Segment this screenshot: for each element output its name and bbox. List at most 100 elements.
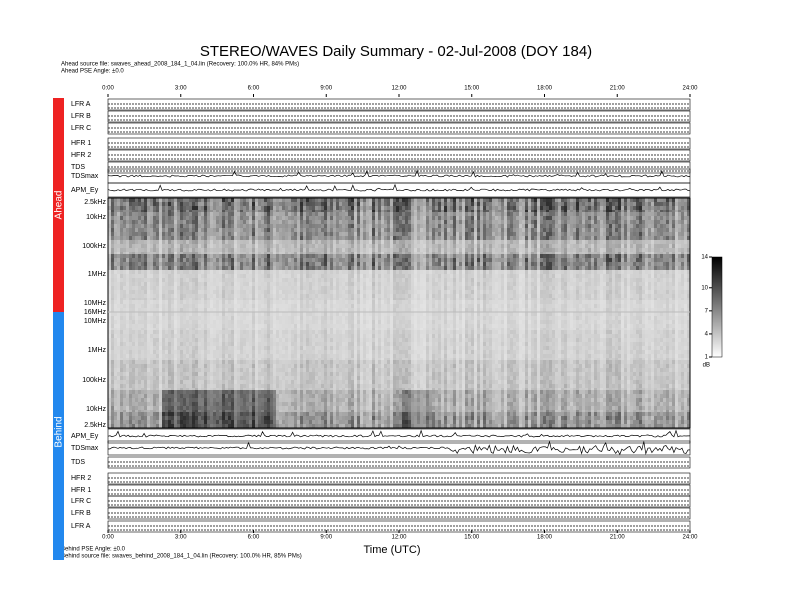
spectrogram-cell xyxy=(366,232,370,236)
spectrogram-cell xyxy=(246,258,250,262)
chart-title: STEREO/WAVES Daily Summary - 02-Jul-2008… xyxy=(200,43,592,60)
spectrogram-cell xyxy=(237,248,241,252)
spectrogram-cell xyxy=(399,274,403,278)
spectrogram-cell xyxy=(654,198,658,202)
spectrogram-cell xyxy=(177,240,181,244)
spectrogram-cell xyxy=(318,282,322,286)
spectrogram-cell xyxy=(486,198,490,202)
spectrogram-cell xyxy=(333,240,337,244)
spectrogram-cell xyxy=(411,202,415,206)
spectrogram-cell xyxy=(342,236,346,240)
spectrogram-cell xyxy=(585,286,589,290)
spectrogram-cell xyxy=(648,270,652,274)
spectrogram-cell xyxy=(336,224,340,228)
spectrogram-cell xyxy=(615,216,619,220)
spectrogram-cell xyxy=(396,266,400,270)
spectrogram-cell xyxy=(513,216,517,220)
spectrogram-cell xyxy=(489,270,493,274)
spectrogram-cell xyxy=(231,286,235,290)
spectrogram-cell xyxy=(228,274,232,278)
spectrogram-cell xyxy=(663,262,667,266)
spectrogram-cell xyxy=(330,254,334,258)
spectrogram-cell xyxy=(498,258,502,262)
spectrogram-cell xyxy=(405,254,409,258)
spectrogram-cell xyxy=(459,294,463,298)
spectrogram-cell xyxy=(648,282,652,286)
spectrogram-cell xyxy=(447,270,451,274)
spectrogram-cell xyxy=(345,232,349,236)
spectrogram-cell xyxy=(387,206,391,210)
spectrogram-cell xyxy=(537,266,541,270)
spectrogram-cell xyxy=(261,202,265,206)
spectrogram-cell xyxy=(159,262,163,266)
spectrogram-cell xyxy=(276,198,280,202)
spectrogram-cell xyxy=(321,212,325,216)
spectrogram-cell xyxy=(369,220,373,224)
spectrogram-cell xyxy=(423,262,427,266)
spectrogram-cell xyxy=(570,248,574,252)
spectrogram-cell xyxy=(159,216,163,220)
spectrogram-cell xyxy=(303,220,307,224)
spectrogram-cell xyxy=(381,266,385,270)
spectrogram-cell xyxy=(264,270,268,274)
spectrogram-cell xyxy=(669,248,673,252)
spectrogram-cell xyxy=(666,278,670,282)
spectrogram-cell xyxy=(570,212,574,216)
spectrogram-cell xyxy=(606,286,610,290)
spectrogram-cell xyxy=(393,212,397,216)
spectrogram-cell xyxy=(306,266,310,270)
spectrogram-cell xyxy=(438,258,442,262)
spectrogram-cell xyxy=(150,212,154,216)
spectrogram-cell xyxy=(312,212,316,216)
spectrogram-cell xyxy=(630,224,634,228)
spectrogram-cell xyxy=(435,286,439,290)
spectrogram-cell xyxy=(222,232,226,236)
spectrogram-cell xyxy=(642,202,646,206)
spectrogram-cell xyxy=(477,278,481,282)
spectrogram-cell xyxy=(537,254,541,258)
spectrogram-cell xyxy=(444,236,448,240)
spectrogram-cell xyxy=(204,244,208,248)
spectrogram-cell xyxy=(327,206,331,210)
spectrogram-cell xyxy=(516,206,520,210)
spectrogram-cell xyxy=(549,266,553,270)
spectrogram-cell xyxy=(114,258,118,262)
spectrogram-cell xyxy=(627,290,631,294)
spectrogram-cell xyxy=(306,198,310,202)
spectrogram-cell xyxy=(198,198,202,202)
spectrogram-cell xyxy=(357,286,361,290)
spectrogram-cell xyxy=(225,266,229,270)
spectrogram-cell xyxy=(435,278,439,282)
spectrogram-cell xyxy=(327,232,331,236)
spectrogram-cell xyxy=(150,254,154,258)
spectrogram-cell xyxy=(558,220,562,224)
spectrogram-cell xyxy=(408,232,412,236)
spectrogram-cell xyxy=(273,244,277,248)
spectrogram-cell xyxy=(582,290,586,294)
spectrogram-cell xyxy=(435,262,439,266)
spectrogram-cell xyxy=(597,274,601,278)
spectrogram-cell xyxy=(366,278,370,282)
spectrogram-cell xyxy=(525,212,529,216)
spectrogram-cell xyxy=(687,240,691,244)
spectrogram-cell xyxy=(579,240,583,244)
spectrogram-cell xyxy=(561,274,565,278)
spectrogram-cell xyxy=(192,212,196,216)
spectrogram-cell xyxy=(456,212,460,216)
spectrogram-cell xyxy=(597,240,601,244)
spectrogram-cell xyxy=(345,278,349,282)
spectrogram-cell xyxy=(597,248,601,252)
spectrogram-cell xyxy=(168,216,172,220)
spectrogram-cell xyxy=(681,232,685,236)
spectrogram-cell xyxy=(201,294,205,298)
spectrogram-cell xyxy=(687,286,691,290)
spectrogram-cell xyxy=(129,236,133,240)
spectrogram-cell xyxy=(522,240,526,244)
spectrogram-cell xyxy=(585,262,589,266)
spectrogram-cell xyxy=(507,216,511,220)
spectrogram-cell xyxy=(243,254,247,258)
spectrogram-cell xyxy=(321,198,325,202)
spectrogram-cell xyxy=(480,290,484,294)
spectrogram-cell xyxy=(540,228,544,232)
spectrogram-cell xyxy=(204,278,208,282)
